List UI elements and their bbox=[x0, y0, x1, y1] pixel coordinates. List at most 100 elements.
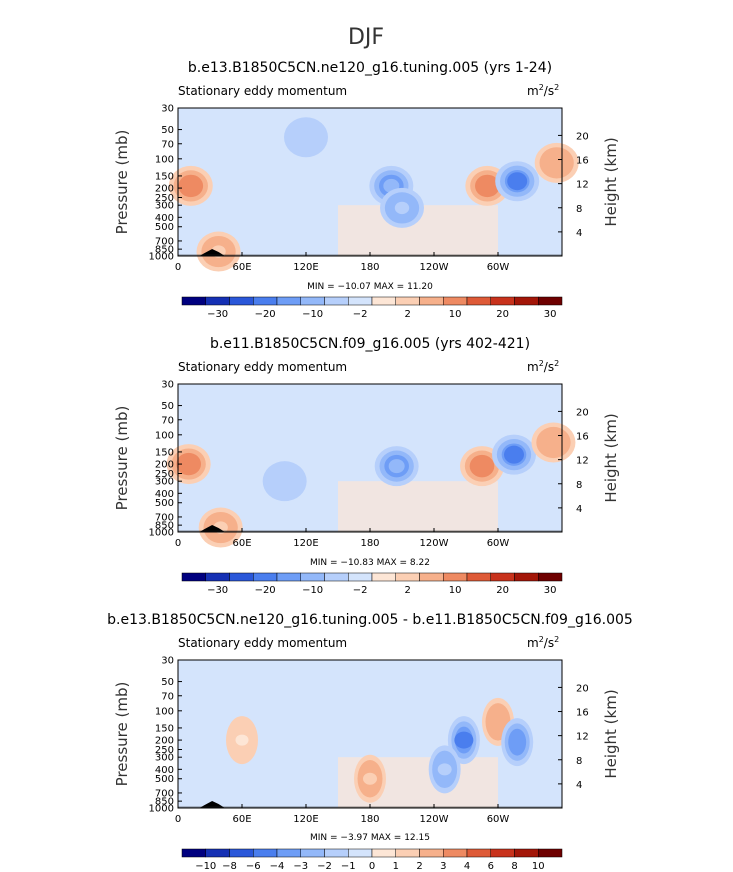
lon-tick-label: 0 bbox=[175, 538, 181, 549]
colorbar-label: −20 bbox=[255, 585, 276, 596]
height-tick-label: 12 bbox=[576, 456, 589, 467]
topography bbox=[178, 249, 225, 256]
colorbar-label: 6 bbox=[488, 861, 494, 872]
feature-core-5 bbox=[235, 734, 249, 746]
panel-1-title: b.e13.B1850C5CN.ne120_g16.tuning.005 (yr… bbox=[188, 60, 552, 76]
colorbar-swatch bbox=[324, 848, 349, 858]
colorbar-swatch bbox=[205, 296, 230, 306]
lon-tick-label: 60E bbox=[232, 814, 251, 825]
height-tick-label: 8 bbox=[576, 204, 582, 215]
colorbar-swatch bbox=[419, 572, 444, 582]
panel-3-ylabel-right: Height (km) bbox=[602, 689, 620, 778]
colorbar-swatch bbox=[348, 848, 373, 858]
colorbar-swatch bbox=[395, 572, 420, 582]
colorbar-label: −2 bbox=[353, 309, 368, 320]
pressure-tick-label: 700 bbox=[155, 512, 174, 523]
pressure-tick-label: 500 bbox=[155, 498, 174, 509]
colorbar-swatch bbox=[181, 848, 206, 858]
feature-core-1 bbox=[388, 459, 405, 474]
colorbar-2: −30 −20 −10 −2 2 10 20 30 bbox=[181, 572, 563, 596]
lon-tick-label: 60W bbox=[487, 262, 510, 273]
colorbar-label: 10 bbox=[449, 585, 462, 596]
colorbar-swatch bbox=[514, 572, 539, 582]
panel-2-title: b.e11.B1850C5CN.f09_g16.005 (yrs 402-421… bbox=[210, 336, 530, 352]
panel-1: b.e13.B1850C5CN.ne120_g16.tuning.005 (yr… bbox=[113, 60, 620, 320]
colorbar-swatch bbox=[371, 572, 396, 582]
colorbar-swatch bbox=[538, 848, 563, 858]
colorbar-label: −4 bbox=[270, 861, 285, 872]
lon-tick-label: 120E bbox=[293, 538, 318, 549]
colorbar-label: 0 bbox=[369, 861, 375, 872]
colorbar-label: −2 bbox=[317, 861, 332, 872]
pressure-tick-label: 70 bbox=[161, 691, 174, 702]
colorbar-label: −30 bbox=[207, 309, 228, 320]
colorbar-swatch bbox=[419, 848, 444, 858]
colorbar-1: −30 −20 −10 −2 2 10 20 30 bbox=[181, 296, 563, 320]
lon-tick-label: 60E bbox=[232, 262, 251, 273]
colorbar-swatch bbox=[348, 296, 373, 306]
lon-tick-label: 60W bbox=[487, 538, 510, 549]
lon-tick-label: 120W bbox=[420, 538, 449, 549]
colorbar-label: 8 bbox=[511, 861, 517, 872]
colorbar-label: 10 bbox=[449, 309, 462, 320]
height-tick-label: 8 bbox=[576, 480, 582, 491]
pressure-tick-label: 100 bbox=[155, 430, 174, 441]
colorbar-swatch bbox=[276, 572, 301, 582]
colorbar-label: 2 bbox=[416, 861, 422, 872]
height-tick-label: 4 bbox=[576, 504, 582, 515]
colorbar-label: 20 bbox=[496, 309, 509, 320]
colorbar-label: −6 bbox=[246, 861, 261, 872]
field-band bbox=[338, 481, 498, 532]
colorbar-label: −3 bbox=[293, 861, 308, 872]
pressure-tick-label: 100 bbox=[155, 154, 174, 165]
feature-core-6 bbox=[277, 475, 292, 487]
colorbar-3: −10 −8 −6 −4 −3 −2 −1 0 1 2 3 4 6 8 10 bbox=[181, 848, 563, 872]
colorbar-swatch bbox=[371, 848, 396, 858]
colorbar-label: 30 bbox=[544, 309, 557, 320]
colorbar-label: 3 bbox=[440, 861, 446, 872]
panel-2-ylabel-right: Height (km) bbox=[602, 413, 620, 502]
figure-suptitle: DJF bbox=[348, 25, 384, 50]
colorbar-swatch bbox=[181, 572, 206, 582]
colorbar-label: 30 bbox=[544, 585, 557, 596]
panel-1-variable-label: Stationary eddy momentum bbox=[178, 84, 347, 98]
colorbar-swatch bbox=[490, 848, 515, 858]
lon-tick-label: 180 bbox=[360, 538, 379, 549]
colorbar-swatch bbox=[229, 296, 254, 306]
colorbar-swatch bbox=[514, 296, 539, 306]
feature-core-0 bbox=[179, 455, 198, 473]
colorbar-label: −20 bbox=[255, 309, 276, 320]
pressure-tick-label: 400 bbox=[155, 213, 174, 224]
colorbar-swatch bbox=[490, 572, 515, 582]
colorbar-swatch bbox=[324, 296, 349, 306]
pressure-tick-label: 500 bbox=[155, 222, 174, 233]
lon-tick-label: 180 bbox=[360, 262, 379, 273]
colorbar-swatch bbox=[205, 848, 230, 858]
pressure-tick-label: 200 bbox=[155, 460, 174, 471]
panel-3-ylabel-left: Pressure (mb) bbox=[113, 682, 131, 787]
colorbar-label: 4 bbox=[464, 861, 470, 872]
colorbar-swatch bbox=[181, 296, 206, 306]
colorbar-swatch bbox=[443, 296, 468, 306]
colorbar-swatch bbox=[276, 296, 301, 306]
pressure-tick-label: 70 bbox=[161, 139, 174, 150]
pressure-tick-label: 1000 bbox=[149, 528, 174, 539]
feature-core-4 bbox=[507, 172, 528, 191]
topography bbox=[178, 525, 225, 532]
pressure-tick-label: 200 bbox=[155, 184, 174, 195]
colorbar-swatch bbox=[466, 848, 491, 858]
height-tick-label: 20 bbox=[576, 683, 589, 694]
colorbar-swatch bbox=[443, 572, 468, 582]
lon-tick-label: 0 bbox=[175, 262, 181, 273]
colorbar-swatch bbox=[229, 848, 254, 858]
colorbar-swatch bbox=[466, 572, 491, 582]
pressure-tick-label: 400 bbox=[155, 489, 174, 500]
panel-1-ylabel-left: Pressure (mb) bbox=[113, 130, 131, 235]
colorbar-swatch bbox=[538, 572, 563, 582]
pressure-tick-label: 70 bbox=[161, 415, 174, 426]
panel-2-ylabel-left: Pressure (mb) bbox=[113, 406, 131, 511]
